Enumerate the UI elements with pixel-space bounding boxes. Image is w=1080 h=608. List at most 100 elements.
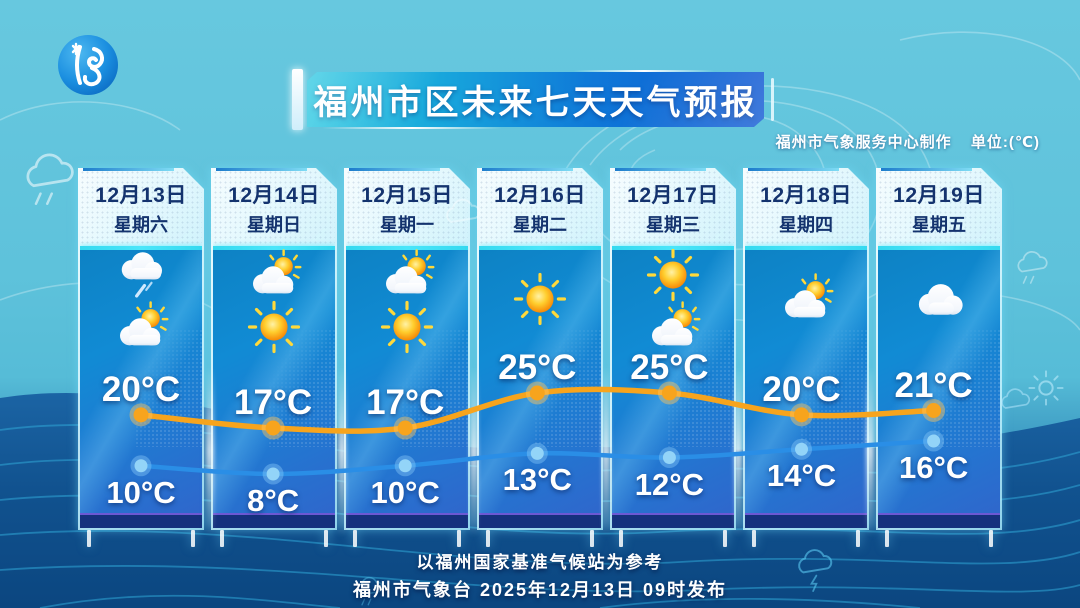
card-frame: 12月15日 星期一	[344, 168, 470, 530]
cloud-icon	[906, 271, 972, 327]
sun-cloud-icon	[640, 299, 706, 355]
card-frame: 12月13日 星期六	[78, 168, 204, 530]
card-frame: 12月16日 星期二	[477, 168, 603, 530]
light-pillar	[602, 366, 610, 536]
sun-icon	[241, 299, 307, 355]
card-foot-right	[723, 530, 727, 547]
light-pillar	[866, 366, 874, 536]
card-header: 12月15日 星期一	[346, 170, 468, 246]
card-foot-left	[220, 530, 224, 547]
card-foot-right	[989, 530, 993, 547]
cloud-doodle-icon	[996, 386, 1040, 414]
sun-icon	[374, 299, 440, 355]
card-foot-right	[590, 530, 594, 547]
card-body	[612, 250, 734, 513]
card-bottom-band	[878, 513, 1000, 528]
banner-streak	[574, 70, 714, 72]
banner-left-bar	[292, 69, 303, 130]
page-title: 福州市区未来七天天气预报	[313, 84, 758, 122]
card-body	[745, 250, 867, 513]
card-date: 12月16日	[494, 184, 586, 207]
card-header: 12月17日 星期三	[612, 170, 734, 246]
light-pillar	[206, 366, 214, 536]
forecast-card: 12月17日 星期三	[610, 168, 736, 547]
credit-line: 福州市气象服务中心制作 单位:(℃)	[776, 131, 1040, 152]
card-divider	[346, 246, 468, 250]
card-top-strip	[349, 168, 440, 171]
card-date: 12月17日	[627, 184, 719, 207]
card-body	[346, 250, 468, 513]
banner-streak	[322, 127, 502, 129]
card-header: 12月14日 星期日	[213, 170, 335, 246]
card-top-strip	[216, 168, 307, 171]
card-divider	[745, 246, 867, 250]
card-frame: 12月19日 星期五	[876, 168, 1002, 530]
sun-doodle-icon	[1026, 368, 1066, 408]
card-bottom-band	[612, 513, 734, 528]
light-pillar	[734, 366, 742, 536]
forecast-card: 12月16日 星期二	[477, 168, 603, 547]
card-divider	[213, 246, 335, 250]
cloud-rain-doodle-icon	[1012, 250, 1058, 287]
forecast-card: 12月18日 星期四	[743, 168, 869, 547]
card-frame: 12月17日 星期三	[610, 168, 736, 530]
card-header: 12月18日 星期四	[745, 170, 867, 246]
card-top-strip	[748, 168, 839, 171]
footer-reference-note: 以福州国家基准气候站为参考	[416, 553, 664, 572]
light-pillar	[470, 366, 478, 536]
fuzhou-weather-logo-icon	[58, 35, 118, 95]
card-top-strip	[881, 168, 972, 171]
card-body	[479, 250, 601, 513]
card-foot-right	[191, 530, 195, 547]
card-foot-left	[353, 530, 357, 547]
card-frame: 12月18日 星期四	[743, 168, 869, 530]
forecast-card: 12月15日 星期一	[344, 168, 470, 547]
footer-issue-info: 福州市气象台 2025年12月13日 09时发布	[352, 580, 728, 600]
light-pillar	[338, 366, 346, 536]
card-bottom-band	[346, 513, 468, 528]
card-date: 12月15日	[361, 184, 453, 207]
card-foot-right	[856, 530, 860, 547]
card-top-strip	[482, 168, 573, 171]
card-weekday: 星期一	[380, 215, 434, 235]
card-date: 12月13日	[95, 184, 187, 207]
forecast-card: 12月13日 星期六	[78, 168, 204, 547]
banner-body: 福州市区未来七天天气预报	[307, 72, 764, 127]
card-foot-left	[486, 530, 490, 547]
banner-right-edge	[771, 78, 774, 121]
card-top-strip	[615, 168, 706, 171]
card-frame: 12月14日 星期日	[211, 168, 337, 530]
card-date: 12月19日	[893, 184, 985, 207]
card-weekday: 星期五	[912, 215, 966, 235]
card-bottom-band	[745, 513, 867, 528]
card-divider	[612, 246, 734, 250]
sun-icon	[507, 271, 573, 327]
card-divider	[80, 246, 202, 250]
sun-cloud-icon	[374, 247, 440, 303]
card-weekday: 星期四	[779, 215, 833, 235]
card-weekday: 星期六	[114, 215, 168, 235]
card-foot-left	[752, 530, 756, 547]
card-date: 12月14日	[228, 184, 320, 207]
card-header: 12月13日 星期六	[80, 170, 202, 246]
card-weekday: 星期日	[247, 215, 301, 235]
card-body	[878, 250, 1000, 513]
card-body	[80, 250, 202, 513]
credit-maker: 福州市气象服务中心制作	[775, 134, 952, 151]
card-header: 12月19日 星期五	[878, 170, 1000, 246]
card-weekday: 星期三	[646, 215, 700, 235]
card-foot-right	[457, 530, 461, 547]
card-bottom-band	[479, 513, 601, 528]
forecast-cards: 12月13日 星期六 12月14日 星期日	[78, 168, 1002, 547]
card-foot-left	[885, 530, 889, 547]
card-date: 12月18日	[760, 184, 852, 207]
footer: 以福州国家基准气候站为参考 福州市气象台 2025年12月13日 09时发布	[0, 548, 1080, 602]
card-bottom-band	[213, 513, 335, 528]
card-weekday: 星期二	[513, 215, 567, 235]
card-foot-right	[324, 530, 328, 547]
card-foot-left	[619, 530, 623, 547]
card-body	[213, 250, 335, 513]
card-divider	[878, 246, 1000, 250]
card-top-strip	[83, 168, 174, 171]
